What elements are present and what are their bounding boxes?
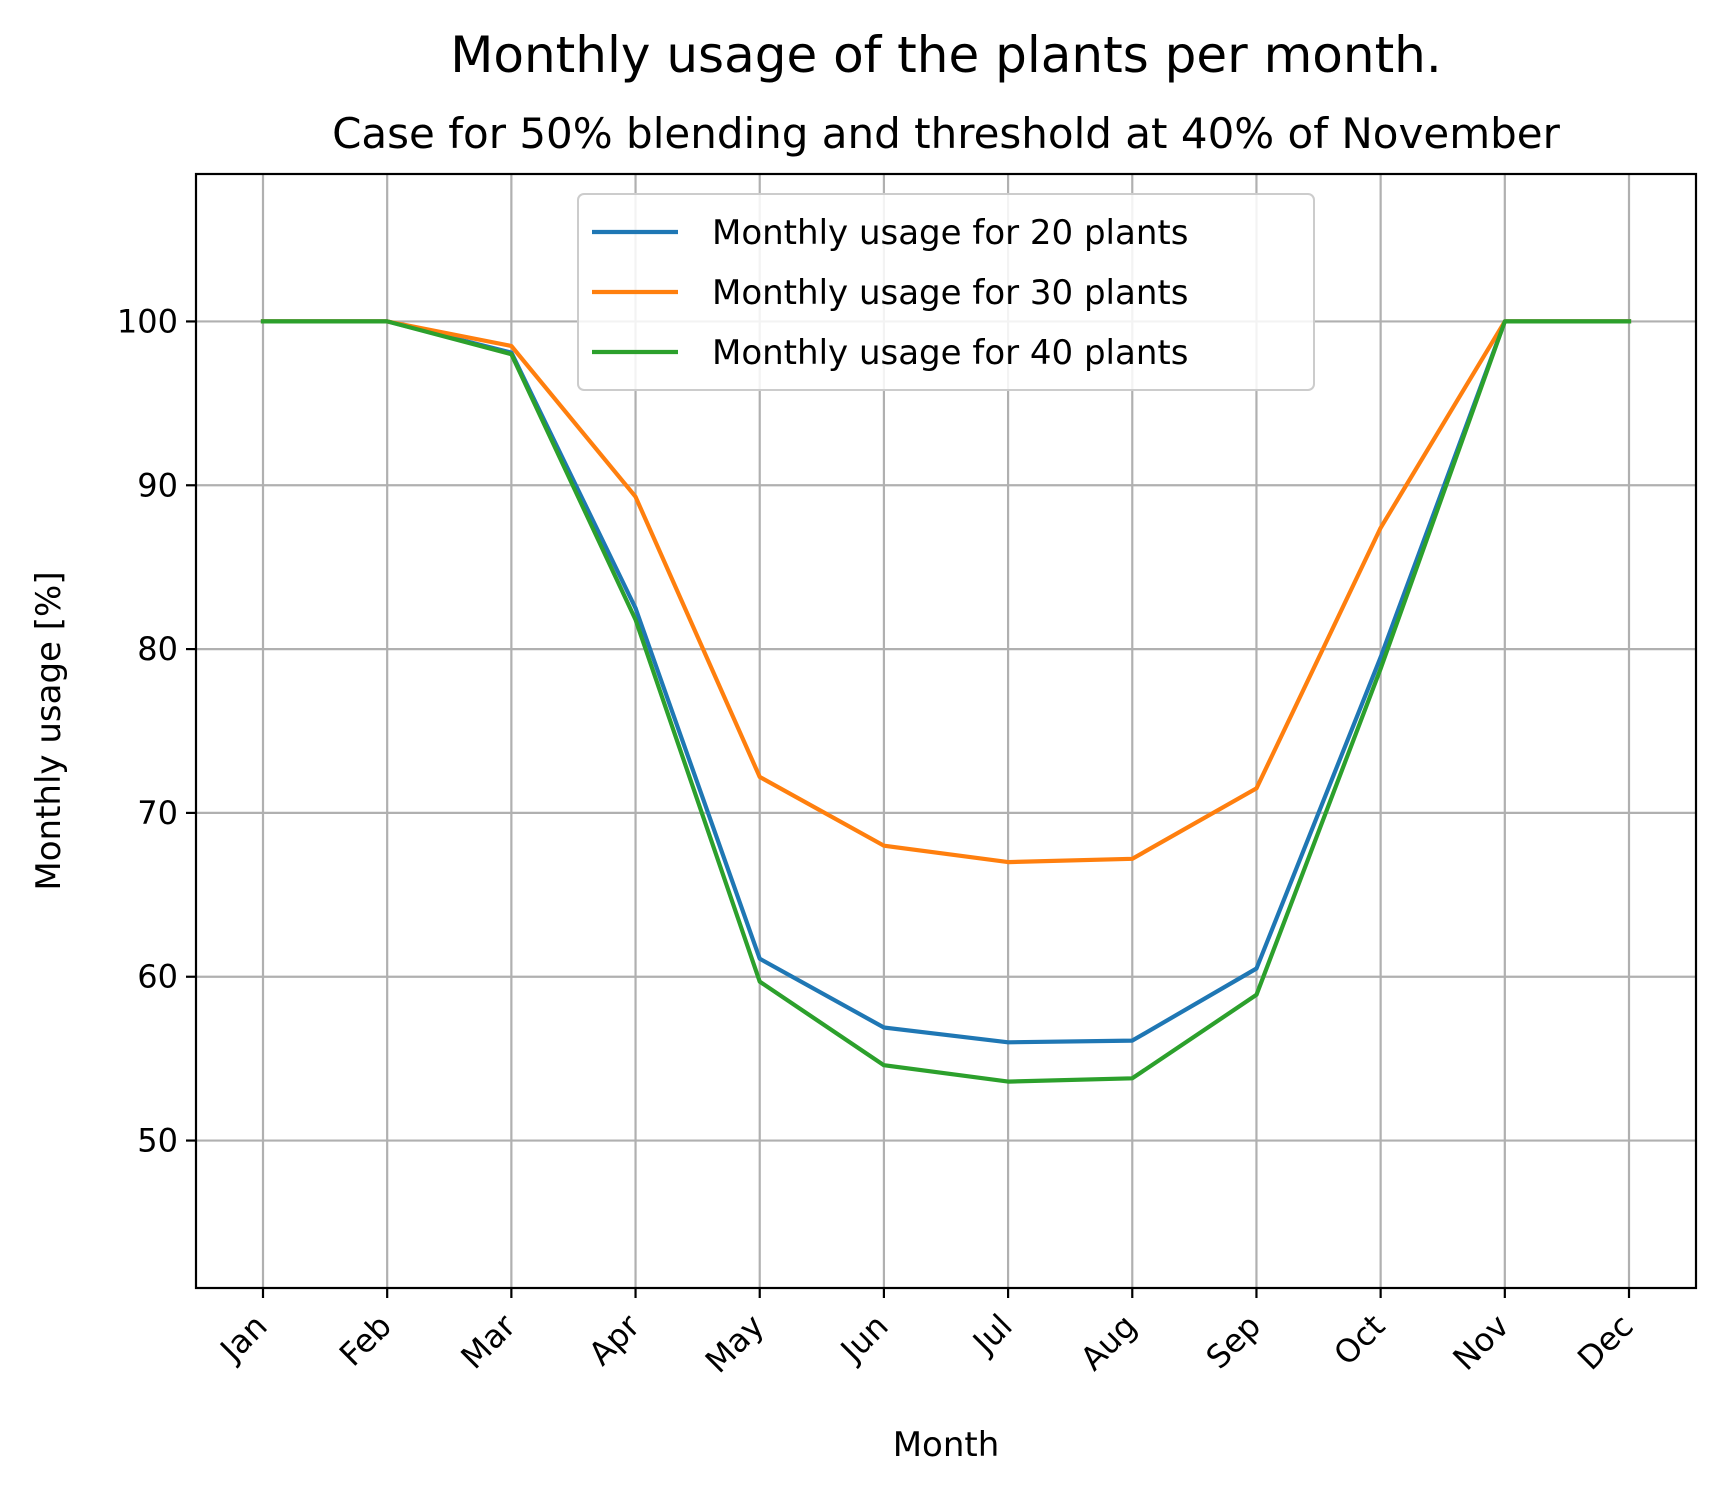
y-tick-label: 60: [137, 958, 178, 996]
legend: Monthly usage for 20 plants Monthly usage…: [577, 193, 1315, 391]
chart-title: Monthly usage of the plants per month.: [450, 26, 1442, 84]
series-lines: [260, 319, 1632, 1084]
chart-subtitle: Case for 50% blending and threshold at 4…: [332, 109, 1561, 158]
y-tick-label: 80: [137, 630, 178, 668]
y-tick-label: 50: [137, 1122, 178, 1160]
legend-label-3: Monthly usage for 40 plants: [712, 333, 1188, 373]
series-line-3: [260, 319, 1632, 1084]
legend-box: [577, 193, 1315, 391]
y-axis-ticks: 50 60 70 80 90 100: [117, 302, 196, 1160]
y-tick-label: 70: [137, 794, 178, 832]
y-axis-label: Monthly usage [%]: [29, 571, 69, 890]
x-axis-label: Month: [893, 1425, 1000, 1465]
legend-label-2: Monthly usage for 30 plants: [712, 273, 1188, 313]
plot-area-frame: [194, 172, 1698, 1290]
series-line-2: [260, 319, 1632, 865]
y-tick-label: 100: [117, 302, 178, 340]
y-tick-label: 90: [137, 466, 178, 504]
legend-label-1: Monthly usage for 20 plants: [712, 213, 1188, 253]
